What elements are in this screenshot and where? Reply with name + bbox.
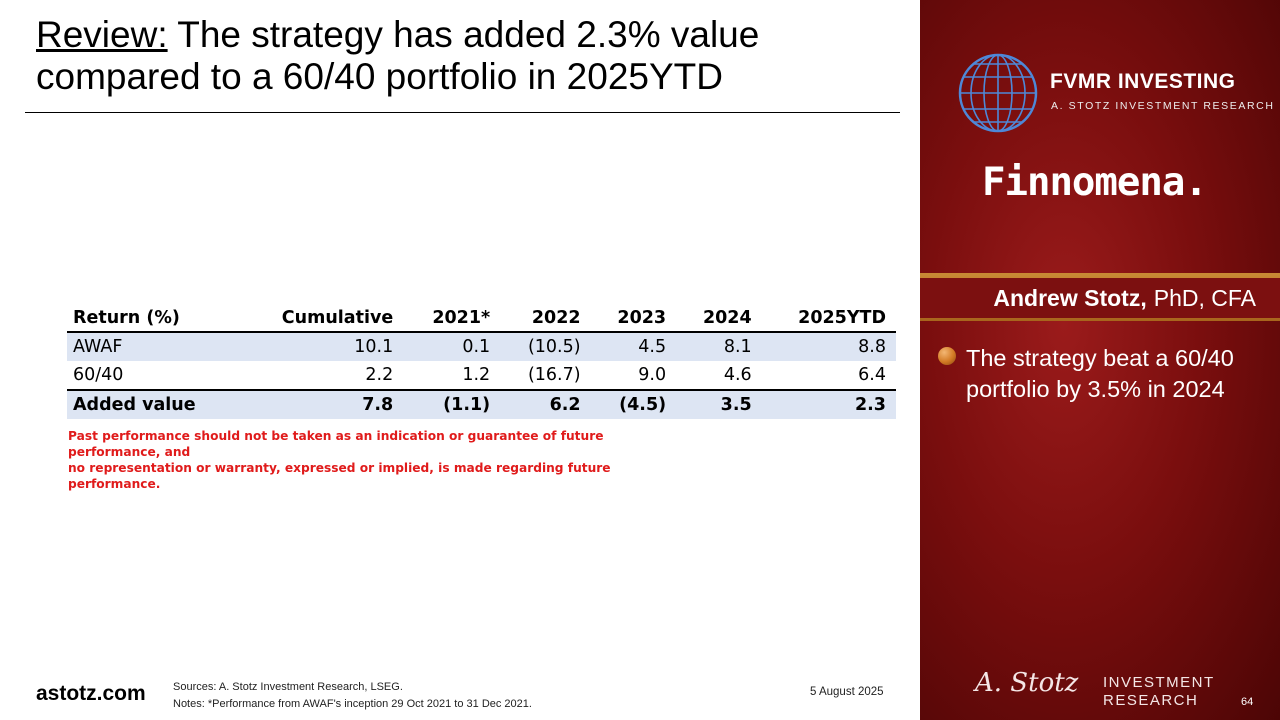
globe-icon bbox=[958, 53, 1038, 133]
slide-title: Review: The strategy has added 2.3% valu… bbox=[36, 14, 896, 98]
table-header-row: Return (%) Cumulative 2021* 2022 2023 20… bbox=[67, 304, 896, 333]
bullet-icon bbox=[938, 347, 956, 365]
title-divider bbox=[25, 112, 900, 113]
table-cell: 3.5 bbox=[676, 389, 762, 419]
table-cell: 1.2 bbox=[403, 361, 501, 390]
list-item: The strategy beat a 60/40 portfolio by 3… bbox=[938, 343, 1268, 405]
table-cell: 10.1 bbox=[239, 332, 404, 361]
table-cell: 6.2 bbox=[500, 389, 591, 419]
header-2021: 2021* bbox=[403, 304, 501, 333]
key-points: The strategy beat a 60/40 portfolio by 3… bbox=[938, 343, 1268, 405]
table-cell: 8.8 bbox=[761, 332, 896, 361]
header-2022: 2022 bbox=[500, 304, 591, 333]
footer-notes: Sources: A. Stotz Investment Research, L… bbox=[173, 679, 532, 713]
table-cell: (16.7) bbox=[500, 361, 591, 390]
title-keyword: Review: bbox=[36, 14, 168, 55]
header-2025ytd: 2025YTD bbox=[761, 304, 896, 333]
table-cell: (10.5) bbox=[500, 332, 591, 361]
presenter-label: Andrew Stotz, PhD, CFA bbox=[920, 278, 1280, 318]
table-cell: 4.5 bbox=[590, 332, 677, 361]
notes-text: Notes: *Performance from AWAF's inceptio… bbox=[173, 698, 532, 710]
disclaimer-line: no representation or warranty, expressed… bbox=[68, 461, 611, 491]
partner-logo: Finnomena. bbox=[982, 160, 1208, 205]
table-row-awaf: AWAF 10.1 0.1 (10.5) 4.5 8.1 8.8 bbox=[67, 332, 896, 361]
bullet-text: The strategy beat a 60/40 portfolio by 3… bbox=[966, 345, 1234, 402]
presenter-name: Andrew Stotz, bbox=[993, 284, 1147, 311]
slide-number: 64 bbox=[1241, 696, 1254, 708]
website-link[interactable]: astotz.com bbox=[36, 682, 146, 705]
table-cell: 4.6 bbox=[676, 361, 762, 390]
research-line: RESEARCH bbox=[1103, 692, 1199, 709]
header-2023: 2023 bbox=[590, 304, 677, 333]
table-row-added-value: Added value 7.8 (1.1) 6.2 (4.5) 3.5 2.3 bbox=[67, 389, 896, 419]
table-cell: 0.1 bbox=[403, 332, 501, 361]
research-wordmark: INVESTMENT RESEARCH bbox=[1103, 674, 1215, 710]
table-cell: Added value bbox=[67, 389, 240, 419]
title-text: The strategy has added 2.3% value compar… bbox=[36, 14, 760, 97]
presenter-credentials: PhD, CFA bbox=[1153, 284, 1256, 311]
table-cell: 2.2 bbox=[239, 361, 404, 390]
brand-name: FVMR INVESTING bbox=[1050, 70, 1236, 93]
returns-table: Return (%) Cumulative 2021* 2022 2023 20… bbox=[67, 304, 896, 419]
table-cell: 6.4 bbox=[761, 361, 896, 390]
table-cell: AWAF bbox=[67, 332, 240, 361]
signature-logo: A. Stotz bbox=[975, 668, 1079, 698]
header-2024: 2024 bbox=[676, 304, 762, 333]
table-cell: (4.5) bbox=[590, 389, 677, 419]
table-cell: 9.0 bbox=[590, 361, 677, 390]
side-panel: FVMR INVESTING A. STOTZ INVESTMENT RESEA… bbox=[920, 0, 1280, 720]
header-return: Return (%) bbox=[67, 304, 240, 333]
presenter-bar: Andrew Stotz, PhD, CFA bbox=[920, 273, 1280, 321]
table-cell: 7.8 bbox=[239, 389, 404, 419]
table-cell: 8.1 bbox=[676, 332, 762, 361]
brand-subtitle: A. STOTZ INVESTMENT RESEARCH bbox=[1051, 100, 1275, 112]
sources-text: Sources: A. Stotz Investment Research, L… bbox=[173, 681, 403, 693]
table-row-6040: 60/40 2.2 1.2 (16.7) 9.0 4.6 6.4 bbox=[67, 361, 896, 390]
table-cell: 60/40 bbox=[67, 361, 240, 390]
performance-disclaimer: Past performance should not be taken as … bbox=[68, 428, 688, 492]
research-line: INVESTMENT bbox=[1103, 674, 1215, 691]
table-cell: 2.3 bbox=[761, 389, 896, 419]
disclaimer-line: Past performance should not be taken as … bbox=[68, 429, 604, 459]
slide-date: 5 August 2025 bbox=[810, 686, 884, 698]
header-cumulative: Cumulative bbox=[239, 304, 404, 333]
table-cell: (1.1) bbox=[403, 389, 501, 419]
